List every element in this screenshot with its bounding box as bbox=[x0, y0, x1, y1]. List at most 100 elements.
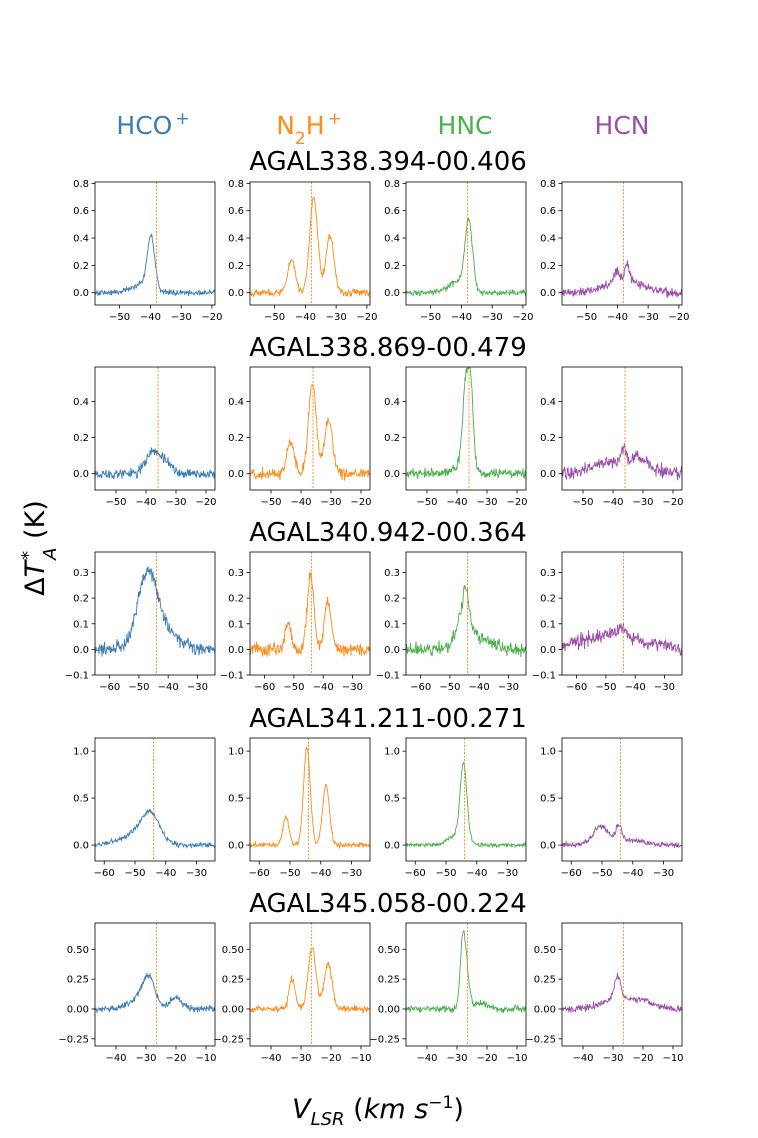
y-tick-label: 1.0 bbox=[540, 747, 556, 758]
x-tick-label: −20 bbox=[201, 312, 222, 323]
source-title: AGAL338.394-00.406 bbox=[249, 147, 527, 177]
axes-frame bbox=[405, 551, 527, 676]
y-tick-label: 0.5 bbox=[73, 794, 89, 805]
panel-agal340-942-00-364-hcoplus: −60 −50 −40 −30 −0.1 0.0 0.1 0.2 0.3 bbox=[65, 551, 216, 693]
y-tick-label: 0.1 bbox=[384, 619, 400, 630]
x-tick-label: −10 bbox=[350, 1053, 371, 1064]
panel-agal338-394-00-406-hcn: −50 −40 −30 −20 0.0 0.2 0.4 0.6 0.8 bbox=[540, 179, 689, 323]
y-tick-label: 0.1 bbox=[228, 619, 244, 630]
panel-agal345-058-00-224-hcoplus: −40 −30 −20 −10 −0.25 0.00 0.25 0.50 bbox=[58, 922, 217, 1064]
x-tick-label: −20 bbox=[165, 1053, 186, 1064]
y-tick-label: 0.0 bbox=[384, 645, 400, 656]
y-tick-label: 0.00 bbox=[534, 1004, 556, 1015]
y-tick-label: 0.2 bbox=[384, 594, 400, 605]
x-axis-label: VLSR (km s−1) bbox=[292, 1093, 464, 1130]
x-tick-label: −20 bbox=[506, 497, 527, 508]
x-tick-label: −30 bbox=[497, 868, 518, 879]
spectrum-line bbox=[95, 566, 215, 657]
panel-agal338-394-00-406-hcoplus: −50 −40 −30 −20 0.0 0.2 0.4 0.6 0.8 bbox=[73, 179, 222, 323]
y-tick-label: 0.4 bbox=[228, 234, 244, 245]
column-label-hcn: HCN bbox=[595, 111, 650, 140]
column-label-hnc: HNC bbox=[438, 111, 493, 140]
y-tick-label: 0.2 bbox=[228, 261, 244, 272]
x-tick-label: −40 bbox=[625, 682, 646, 693]
y-tick-label: 0.8 bbox=[228, 179, 244, 190]
y-tick-label: 0.2 bbox=[73, 261, 89, 272]
y-tick-label: 0.4 bbox=[540, 397, 556, 408]
x-tick-label: −60 bbox=[405, 868, 426, 879]
axes-frame bbox=[249, 737, 371, 862]
y-tick-label: 0.2 bbox=[228, 594, 244, 605]
spectrum-line bbox=[562, 972, 682, 1013]
x-tick-label: −40 bbox=[416, 1053, 437, 1064]
axes-frame bbox=[405, 366, 527, 491]
y-tick-label: 0.8 bbox=[73, 179, 89, 190]
x-tick-label: −20 bbox=[476, 1053, 497, 1064]
x-tick-label: −30 bbox=[653, 868, 674, 879]
panel-agal345-058-00-224-hnc: −40 −30 −20 −10 −0.25 0.00 0.25 0.50 bbox=[369, 922, 528, 1064]
y-tick-label: 0.00 bbox=[378, 1004, 400, 1015]
x-tick-label: −30 bbox=[638, 312, 659, 323]
spectrum-line bbox=[95, 972, 215, 1013]
x-tick-label: −40 bbox=[607, 312, 628, 323]
x-tick-label: −30 bbox=[187, 682, 208, 693]
x-tick-label: −40 bbox=[295, 312, 316, 323]
panel-agal341-211-00-271-n2hplus: −60 −50 −40 −30 0.0 0.5 1.0 bbox=[228, 737, 371, 879]
panel-agal340-942-00-364-n2hplus: −60 −50 −40 −30 −0.1 0.0 0.1 0.2 0.3 bbox=[220, 551, 371, 693]
y-tick-label: 0.0 bbox=[73, 841, 89, 852]
axes-frame bbox=[249, 922, 371, 1047]
axes-frame bbox=[561, 181, 683, 306]
panel-agal341-211-00-271-hcn: −60 −50 −40 −30 0.0 0.5 1.0 bbox=[540, 737, 683, 879]
y-tick-label: 0.4 bbox=[73, 397, 89, 408]
spectrum-line bbox=[406, 762, 526, 849]
x-tick-label: −30 bbox=[165, 497, 186, 508]
spectrum-line bbox=[562, 443, 682, 481]
y-tick-label: 0.2 bbox=[540, 261, 556, 272]
y-tick-label: 0.2 bbox=[73, 433, 89, 444]
y-tick-label: 0.8 bbox=[540, 179, 556, 190]
x-tick-label: −40 bbox=[451, 312, 472, 323]
y-tick-label: 0.3 bbox=[228, 568, 244, 579]
x-tick-label: −30 bbox=[186, 868, 207, 879]
x-tick-label: −50 bbox=[420, 312, 441, 323]
spectrum-line bbox=[250, 746, 370, 850]
x-tick-label: −50 bbox=[572, 497, 593, 508]
panel-agal340-942-00-364-hnc: −60 −50 −40 −30 −0.1 0.0 0.1 0.2 0.3 bbox=[376, 551, 527, 693]
x-tick-label: −30 bbox=[446, 1053, 467, 1064]
y-tick-label: 0.50 bbox=[378, 945, 400, 956]
spectrum-line bbox=[250, 571, 370, 657]
x-tick-label: −20 bbox=[350, 497, 371, 508]
axes-frame bbox=[405, 737, 527, 862]
x-tick-label: −60 bbox=[561, 868, 582, 879]
y-tick-label: −0.25 bbox=[525, 1034, 556, 1045]
spectrum-line bbox=[250, 383, 370, 481]
x-tick-label: −40 bbox=[135, 497, 156, 508]
y-tick-label: 0.2 bbox=[228, 433, 244, 444]
y-tick-label: 0.0 bbox=[384, 288, 400, 299]
y-tick-label: 0.0 bbox=[228, 288, 244, 299]
spectrum-line bbox=[250, 196, 370, 298]
source-title: AGAL338.869-00.479 bbox=[249, 333, 527, 363]
y-tick-label: 0.50 bbox=[534, 945, 556, 956]
x-tick-label: −50 bbox=[128, 682, 149, 693]
y-tick-label: 0.0 bbox=[73, 645, 89, 656]
x-tick-label: −50 bbox=[260, 497, 281, 508]
axes-frame bbox=[405, 922, 527, 1047]
y-tick-label: 0.0 bbox=[73, 288, 89, 299]
y-tick-label: 0.3 bbox=[540, 568, 556, 579]
x-tick-label: −30 bbox=[290, 1053, 311, 1064]
spectrum-line bbox=[250, 947, 370, 1015]
y-tick-label: −0.1 bbox=[376, 671, 400, 682]
axes-frame bbox=[94, 181, 216, 306]
axes-frame bbox=[561, 922, 683, 1047]
y-tick-label: −0.25 bbox=[213, 1034, 244, 1045]
y-tick-label: 0.25 bbox=[67, 975, 89, 986]
x-tick-label: −50 bbox=[105, 497, 126, 508]
axes-frame bbox=[94, 366, 216, 491]
axes-frame bbox=[405, 181, 527, 306]
x-tick-label: −40 bbox=[260, 1053, 281, 1064]
y-tick-label: 0.0 bbox=[228, 645, 244, 656]
x-tick-label: −40 bbox=[310, 868, 331, 879]
y-tick-label: −0.25 bbox=[369, 1034, 400, 1045]
y-tick-label: 0.4 bbox=[384, 234, 400, 245]
